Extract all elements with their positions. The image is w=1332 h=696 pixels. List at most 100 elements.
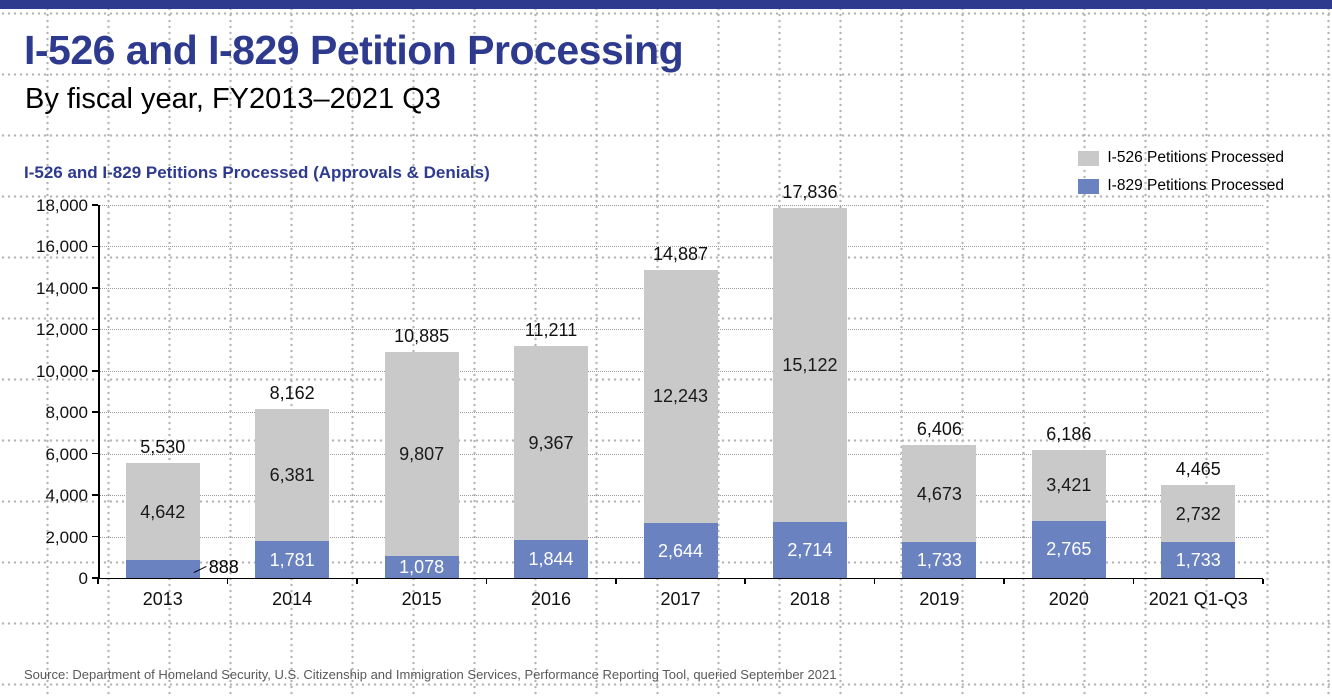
total-label: 8,162	[269, 382, 315, 403]
i829-segment-label: 2,644	[657, 540, 704, 561]
total-label: 17,836	[782, 182, 838, 203]
i526-segment-label: 12,243	[652, 386, 709, 407]
x-axis-tick	[226, 579, 229, 584]
i526-segment-label: 9,367	[528, 432, 574, 453]
gridline	[98, 205, 1263, 206]
y-axis-tick	[92, 328, 98, 331]
i829-segment-label: 1,844	[528, 548, 574, 569]
bar-segment-i526	[1161, 485, 1236, 543]
bar-segment-i829	[1161, 542, 1236, 578]
source-text: Source: Department of Homeland Security,…	[24, 667, 837, 682]
i829-segment-label: 1,781	[269, 549, 315, 570]
y-axis-label: 10,000	[36, 361, 88, 381]
y-axis-tick	[92, 494, 98, 496]
x-axis-label: 2019	[919, 589, 960, 609]
y-axis-tick	[92, 370, 98, 372]
total-label: 5,530	[140, 437, 186, 458]
y-axis-label: 6,000	[45, 444, 88, 464]
x-axis-tick	[744, 579, 746, 584]
bar-segment-i829	[772, 521, 847, 578]
i526-segment-label: 6,381	[269, 464, 315, 485]
y-axis-tick	[92, 245, 98, 248]
bar-segment-i526	[514, 345, 589, 540]
y-axis-label: 0	[78, 569, 88, 588]
y-axis-tick	[92, 204, 98, 206]
page-subtitle: By fiscal year, FY2013–2021 Q3	[25, 83, 441, 115]
x-axis-tick	[356, 579, 358, 584]
y-axis-tick	[92, 287, 98, 289]
legend: I-526 Petitions Processed I-829 Petition…	[1078, 149, 1284, 205]
y-axis-label: 12,000	[36, 320, 88, 340]
y-axis-label: 18,000	[36, 196, 88, 215]
page-title: I-526 and I-829 Petition Processing	[24, 27, 684, 73]
x-axis-label: 2015	[401, 589, 442, 609]
i829-segment-label: 1,078	[399, 556, 445, 577]
total-label: 10,885	[394, 326, 450, 347]
i829-segment-label: 1,733	[916, 550, 962, 571]
x-axis-label: 2014	[272, 589, 313, 609]
legend-item-i526: I-526 Petitions Processed	[1078, 149, 1284, 167]
i526-segment-label: 4,673	[916, 483, 962, 504]
legend-label: I-526 Petitions Processed	[1107, 149, 1284, 166]
y-axis-label: 4,000	[45, 486, 88, 506]
y-axis-label: 8,000	[45, 403, 88, 423]
x-axis	[98, 577, 1263, 579]
legend-item-i829: I-829 Petitions Processed	[1078, 177, 1284, 195]
bar-segment-i829	[643, 523, 718, 578]
bar-segment-i526	[1031, 449, 1106, 521]
total-label: 11,211	[524, 319, 578, 340]
bar-segment-i829	[514, 539, 589, 578]
x-axis-tick	[97, 579, 99, 584]
y-axis	[98, 205, 100, 579]
y-axis-label: 14,000	[36, 278, 88, 298]
x-axis-label: 2021 Q1-Q3	[1148, 589, 1248, 609]
bar-segment-i829	[384, 555, 459, 578]
y-axis-label: 16,000	[36, 237, 88, 257]
bar-segment-i829	[125, 559, 200, 578]
i526-segment-label: 9,807	[399, 444, 445, 465]
bar-segment-i526	[125, 463, 200, 560]
x-axis-label: 2018	[789, 589, 830, 609]
total-label: 6,186	[1046, 423, 1092, 444]
i526-legend-swatch	[1078, 150, 1100, 166]
i526-segment-label: 15,122	[782, 355, 838, 376]
i526-segment-label: 4,642	[140, 501, 186, 522]
x-axis-label: 2017	[660, 589, 701, 609]
i526-segment-label: 2,732	[1175, 503, 1221, 524]
i829-legend-swatch	[1078, 178, 1100, 194]
bar-segment-i526	[255, 408, 330, 542]
y-axis-tick	[92, 411, 98, 413]
bar-segment-i526	[772, 208, 847, 522]
total-label: 4,465	[1175, 459, 1221, 480]
i829-segment-label: 2,765	[1046, 539, 1092, 560]
y-axis-tick	[92, 577, 98, 579]
bar-segment-i829	[255, 541, 330, 578]
i526-segment-label: 3,421	[1046, 475, 1092, 496]
bar-segment-i526	[384, 352, 459, 556]
i829-segment-label: 1,733	[1175, 550, 1221, 571]
chart-title: I-526 and I-829 Petitions Processed (App…	[24, 163, 490, 182]
x-axis-label: 2020	[1048, 589, 1089, 609]
bar-segment-i526	[643, 269, 718, 524]
i829-segment-label: 2,714	[787, 539, 833, 560]
x-axis-tick	[485, 579, 488, 584]
total-label: 6,406	[916, 419, 962, 440]
x-axis-tick	[1132, 579, 1135, 584]
gridline	[98, 246, 1263, 248]
top-rule	[0, 0, 1332, 9]
y-axis-label: 2,000	[45, 527, 88, 547]
x-axis-tick	[615, 579, 617, 584]
x-axis-tick	[1003, 579, 1005, 584]
x-axis-label: 2013	[142, 589, 183, 609]
x-axis-tick	[1262, 579, 1264, 584]
i829-segment-callout-label: 888	[208, 556, 239, 577]
legend-label: I-829 Petitions Processed	[1107, 177, 1284, 194]
x-axis-label: 2016	[531, 589, 572, 609]
y-axis-tick	[92, 452, 98, 455]
bar-segment-i526	[902, 445, 977, 543]
bar-segment-i829	[1031, 520, 1106, 578]
total-label: 14,887	[652, 243, 709, 264]
x-axis-tick	[873, 579, 876, 584]
